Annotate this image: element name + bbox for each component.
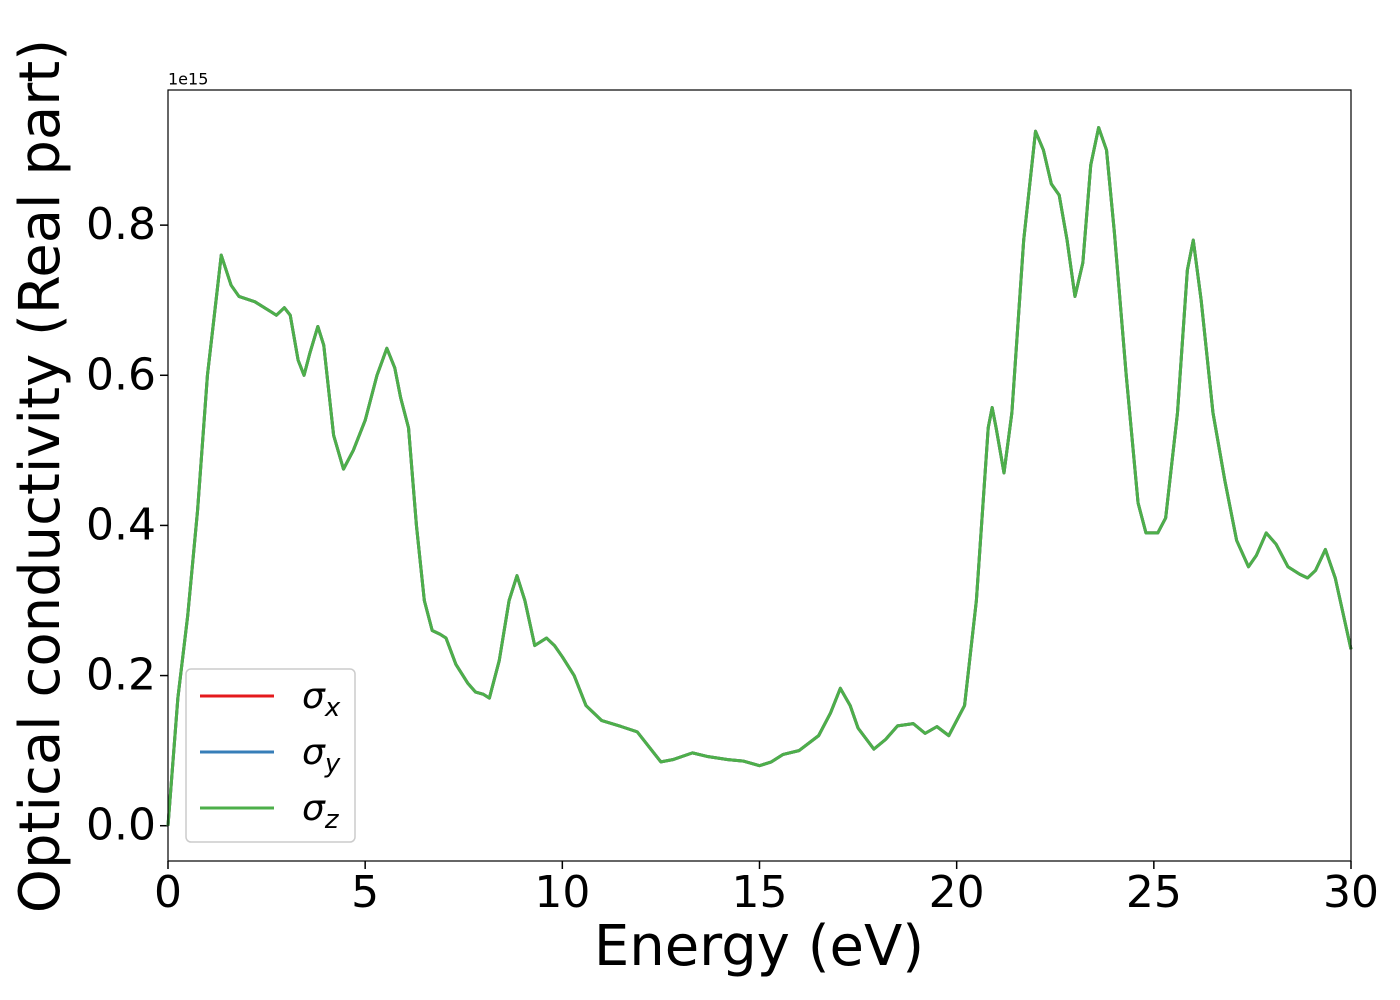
- x-tick-label: 10: [534, 867, 590, 918]
- y-axis-label: Optical conductivity (Real part): [8, 39, 73, 913]
- y-tick-label: 0.4: [86, 499, 156, 550]
- series-line: [166, 126, 1353, 826]
- legend: σx σy σz: [185, 668, 356, 843]
- x-tick-label: 0: [154, 867, 182, 918]
- legend-label: σx: [302, 676, 341, 723]
- plot-frame: [167, 89, 1352, 862]
- x-tick-label: 5: [351, 867, 379, 918]
- y-offset-label: 1e15: [168, 70, 208, 89]
- x-tick-label: 15: [732, 867, 788, 918]
- x-tick-label: 20: [929, 867, 985, 918]
- legend-label: σz: [302, 788, 340, 835]
- legend-label: σy: [302, 732, 341, 779]
- y-tick-label: 0.2: [86, 650, 156, 701]
- x-tick-label: 25: [1126, 867, 1182, 918]
- x-axis-label: Energy (eV): [594, 914, 924, 979]
- legend-box: [185, 668, 356, 843]
- x-tick-label: 30: [1323, 867, 1379, 918]
- y-tick-label: 0.6: [86, 349, 156, 400]
- y-tick-label: 0.8: [86, 199, 156, 250]
- y-tick-label: 0.0: [86, 800, 156, 851]
